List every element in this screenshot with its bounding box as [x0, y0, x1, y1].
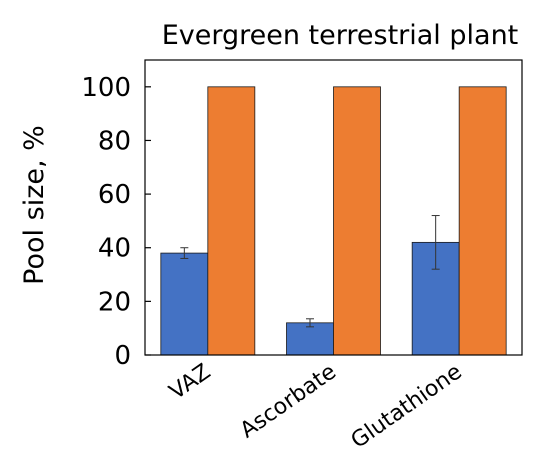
y-axis-label: Pool size, %	[19, 125, 50, 285]
bar-series1-vaz	[160, 252, 209, 356]
y-tick-label: 20	[98, 287, 131, 317]
x-tick-label: Ascorbate	[236, 359, 341, 443]
error-bar	[431, 215, 440, 270]
y-tick-label: 100	[81, 73, 131, 103]
bar-series2-vaz	[207, 86, 256, 356]
axes-frame	[144, 59, 523, 356]
x-tick-label: Glutathione	[347, 359, 467, 453]
bar-series2-ascorbate	[333, 86, 381, 356]
error-bar	[306, 318, 314, 328]
y-tick-label: 60	[98, 180, 131, 210]
chart-title: Evergreen terrestrial plant	[162, 20, 519, 51]
y-tick-label: 80	[98, 126, 131, 156]
bar-series2-glutathione	[458, 86, 507, 356]
plot-area: 0 20 40 60 80 100 VAZ Ascorbate Glutathione	[81, 59, 523, 454]
bar-series1-ascorbate	[286, 322, 334, 356]
y-tick-label: 0	[114, 341, 131, 371]
error-bar	[180, 247, 189, 259]
x-tick-label: VAZ	[165, 359, 215, 405]
y-tick-label: 40	[98, 234, 131, 264]
